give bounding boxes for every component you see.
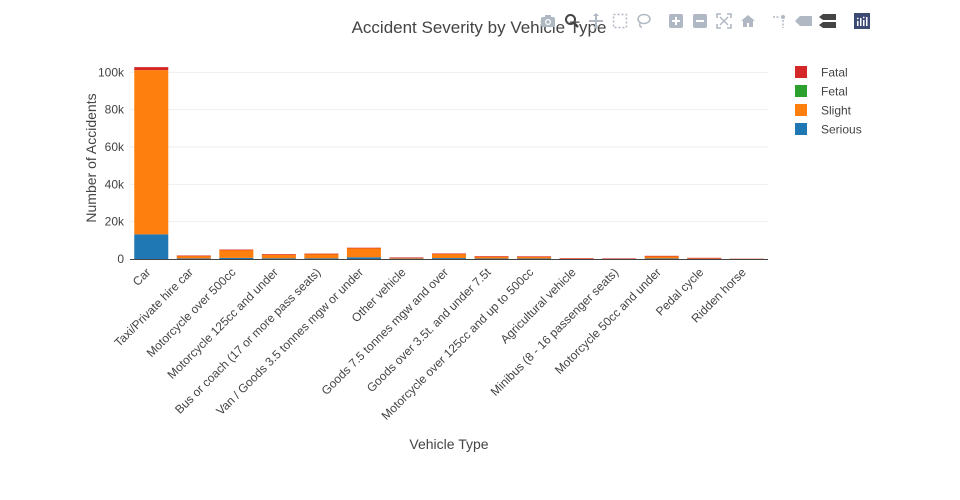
y-tick-label: 0 [117,252,124,266]
bar-slight[interactable] [346,247,381,258]
zoom-in-icon[interactable] [664,11,688,31]
hover-compare-icon[interactable] [816,11,840,31]
box-select-icon[interactable] [608,11,632,31]
bar-serious[interactable] [644,258,679,260]
y-tick-label: 60k [105,140,125,154]
x-tick-label: Motorcycle over 125cc and up to 500cc [379,265,537,423]
zoom-icon[interactable] [560,11,584,31]
y-tick-label: 20k [105,215,125,229]
autoscale-icon[interactable] [712,11,736,31]
bar-fatal[interactable] [559,258,594,259]
bar-fatal[interactable] [474,256,509,257]
bar-slight[interactable] [389,257,424,259]
bar-serious[interactable] [176,258,211,260]
bar-fatal[interactable] [687,257,722,259]
y-axis-ticks: 0 20k 40k 60k 80k 100k [98,65,125,266]
bar-serious[interactable] [346,257,381,259]
lasso-select-icon[interactable] [632,11,656,31]
y-tick-label: 100k [98,65,125,79]
bar-fatal[interactable] [644,255,679,257]
bar-serious[interactable] [517,258,552,260]
bar-slight[interactable] [474,256,509,259]
legend-label: Slight [821,104,852,118]
bar-slight[interactable] [304,253,339,259]
legend[interactable]: Fatal Fetal Slight Serious [795,66,862,137]
spike-lines-icon[interactable] [768,11,792,31]
camera-icon[interactable] [536,11,560,31]
x-axis-label: Vehicle Type [409,436,488,452]
legend-label: Fatal [821,66,848,80]
bar-serious[interactable] [304,258,339,259]
bar-fatal[interactable] [389,257,424,259]
bar-fatal[interactable] [176,255,211,257]
bar-fatal[interactable] [261,254,296,255]
bar-slight[interactable] [517,256,552,259]
bar-fatal[interactable] [304,253,339,255]
bar-serious[interactable] [219,257,254,259]
legend-swatch [795,85,807,97]
legend-label: Serious [821,123,862,137]
legend-swatch [795,104,807,116]
legend-item-serious[interactable]: Serious [795,123,862,137]
bars[interactable] [134,67,764,260]
plotly-logo-icon[interactable] [850,11,874,31]
legend-label: Fetal [821,85,848,99]
reset-axes-icon[interactable] [736,11,760,31]
bar-slight[interactable] [431,253,467,259]
bar-fatal[interactable] [346,247,381,249]
x-tick-label: Car [130,265,154,289]
bar-serious[interactable] [261,258,296,259]
x-tick-label: Agricultural vehicle [498,265,579,346]
y-tick-label: 40k [105,177,125,191]
modebar [536,11,874,31]
pan-icon[interactable] [584,11,608,31]
bar-serious[interactable] [431,258,467,259]
bar-fatal[interactable] [219,249,254,251]
bar-serious[interactable] [389,258,424,260]
bar-serious[interactable] [134,234,169,259]
zoom-out-icon[interactable] [688,11,712,31]
bar-slight[interactable] [644,256,679,259]
bar-serious[interactable] [474,258,509,260]
legend-item-slight[interactable]: Slight [795,104,852,118]
legend-swatch [795,123,807,135]
bar-fatal[interactable] [134,67,169,71]
legend-swatch [795,66,807,78]
bar-slight[interactable] [176,255,211,259]
bar-fatal[interactable] [602,258,637,260]
legend-item-fatal[interactable]: Fatal [795,66,848,80]
bar-slight[interactable] [219,249,254,258]
y-tick-label: 80k [105,103,125,117]
bar-slight[interactable] [261,254,296,259]
hover-closest-icon[interactable] [792,11,816,31]
legend-item-fetal[interactable]: Fetal [795,85,848,99]
bar-fatal[interactable] [431,253,467,255]
y-gridlines [130,71,768,223]
x-tick-label: Taxi/Private hire car [112,265,196,349]
bar-fatal[interactable] [517,256,552,257]
y-axis-label: Number of Accidents [83,93,99,222]
bar-slight[interactable] [134,70,169,235]
